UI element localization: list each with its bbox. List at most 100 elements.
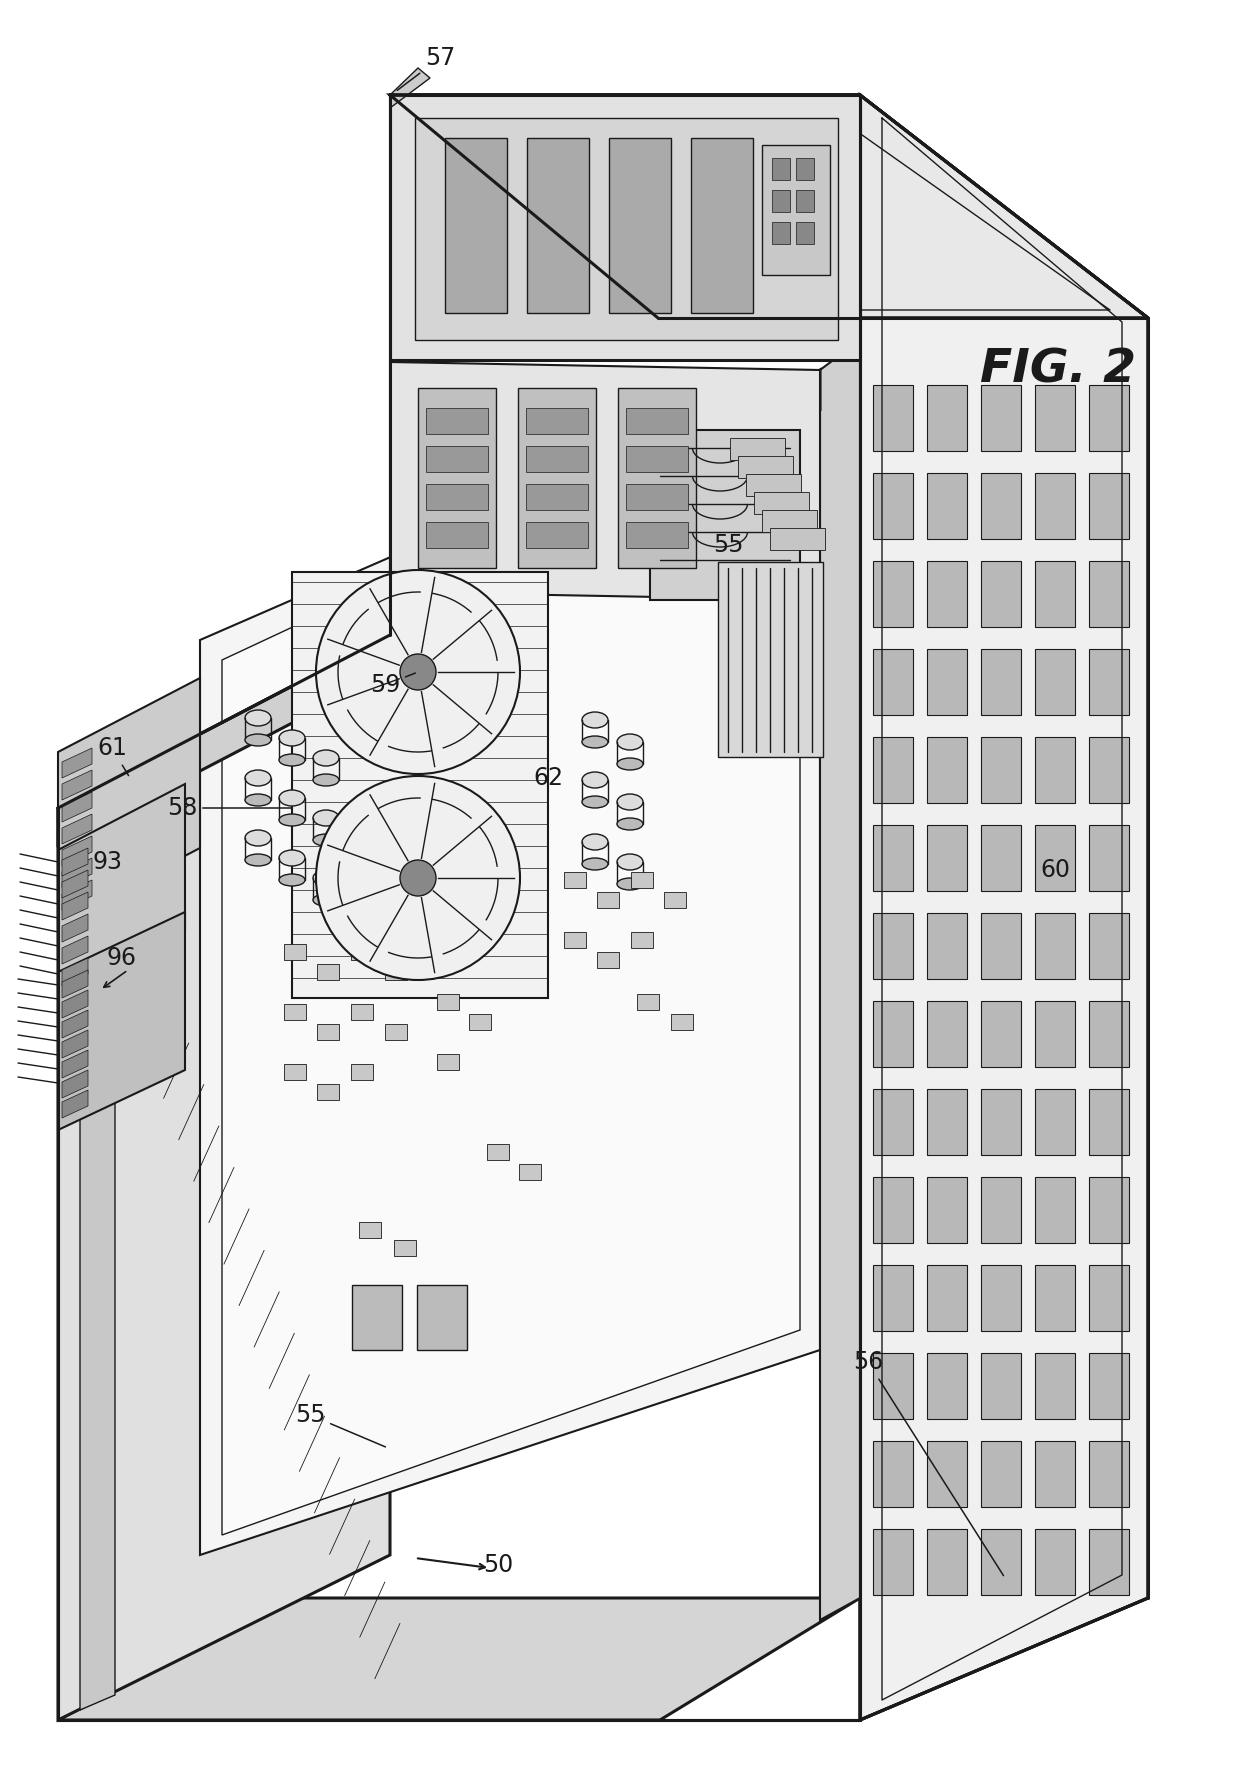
Ellipse shape [279, 849, 305, 865]
Ellipse shape [618, 818, 644, 830]
Ellipse shape [246, 735, 272, 745]
Polygon shape [391, 95, 861, 360]
Text: 56: 56 [853, 1349, 1003, 1575]
Polygon shape [62, 1010, 88, 1038]
Bar [352, 1286, 402, 1349]
Bar [1089, 648, 1128, 715]
Bar [873, 1090, 913, 1155]
Bar [718, 562, 823, 758]
Ellipse shape [246, 710, 272, 726]
Bar [773, 157, 790, 180]
Bar [518, 389, 596, 569]
Bar [796, 191, 813, 212]
Bar [928, 1001, 967, 1067]
Bar [626, 408, 688, 434]
Bar [351, 1005, 373, 1021]
Ellipse shape [312, 894, 339, 906]
Bar [1035, 1353, 1075, 1420]
Bar [1035, 913, 1075, 978]
Bar [770, 528, 825, 549]
Bar [873, 1264, 913, 1332]
Polygon shape [62, 749, 92, 779]
Bar [520, 1164, 541, 1180]
Ellipse shape [312, 871, 339, 887]
Bar [284, 945, 306, 961]
Bar [1089, 1441, 1128, 1506]
Ellipse shape [312, 774, 339, 786]
Polygon shape [415, 118, 838, 341]
Polygon shape [62, 814, 92, 844]
Text: 60: 60 [1040, 858, 1070, 881]
Polygon shape [62, 915, 88, 941]
Bar [873, 913, 913, 978]
Bar [754, 493, 808, 514]
Bar [526, 408, 588, 434]
Bar [928, 1090, 967, 1155]
Bar [928, 913, 967, 978]
Ellipse shape [312, 751, 339, 766]
Bar [317, 964, 339, 980]
Ellipse shape [246, 770, 272, 786]
Bar [1089, 1176, 1128, 1243]
Bar [928, 1529, 967, 1595]
Bar [284, 1063, 306, 1081]
Bar [469, 1014, 491, 1030]
Ellipse shape [582, 736, 608, 749]
Polygon shape [58, 636, 391, 844]
Polygon shape [58, 911, 185, 1130]
Ellipse shape [246, 855, 272, 865]
Bar [981, 1001, 1021, 1067]
Bar [1035, 1176, 1075, 1243]
Bar [427, 408, 489, 434]
Bar [284, 1005, 306, 1021]
Polygon shape [62, 770, 92, 800]
Text: 61: 61 [97, 736, 129, 775]
Bar [738, 456, 794, 479]
Bar [981, 385, 1021, 450]
Bar [427, 523, 489, 547]
Bar [928, 736, 967, 804]
Text: 62: 62 [533, 766, 563, 789]
Bar [436, 994, 459, 1010]
Bar [873, 736, 913, 804]
Bar [1035, 825, 1075, 892]
Bar [873, 648, 913, 715]
Polygon shape [62, 791, 92, 821]
Bar [981, 1441, 1021, 1506]
Ellipse shape [582, 712, 608, 728]
Text: 55: 55 [295, 1402, 386, 1446]
Polygon shape [222, 390, 800, 1535]
Bar [384, 1024, 407, 1040]
Bar [418, 389, 496, 569]
Bar [773, 191, 790, 212]
Bar [1089, 385, 1128, 450]
Bar [981, 1529, 1021, 1595]
Bar [1089, 913, 1128, 978]
Bar [796, 157, 813, 180]
Bar [1089, 562, 1128, 627]
Bar [1035, 1529, 1075, 1595]
Polygon shape [62, 1051, 88, 1077]
Polygon shape [62, 1090, 88, 1118]
Bar [1035, 1441, 1075, 1506]
Bar [1089, 1001, 1128, 1067]
Ellipse shape [582, 772, 608, 788]
Circle shape [316, 570, 520, 774]
Polygon shape [62, 1070, 88, 1098]
Bar [526, 484, 588, 510]
Polygon shape [62, 936, 88, 964]
Bar [564, 932, 587, 948]
Bar [671, 1014, 693, 1030]
Ellipse shape [618, 795, 644, 811]
Ellipse shape [279, 874, 305, 887]
Bar [663, 892, 686, 908]
Polygon shape [58, 636, 391, 1720]
Bar [526, 523, 588, 547]
Bar [981, 1353, 1021, 1420]
Bar [981, 473, 1021, 539]
Bar [317, 1024, 339, 1040]
Text: 59: 59 [370, 673, 415, 698]
Bar [981, 1176, 1021, 1243]
Polygon shape [62, 892, 88, 920]
Bar [417, 1286, 467, 1349]
